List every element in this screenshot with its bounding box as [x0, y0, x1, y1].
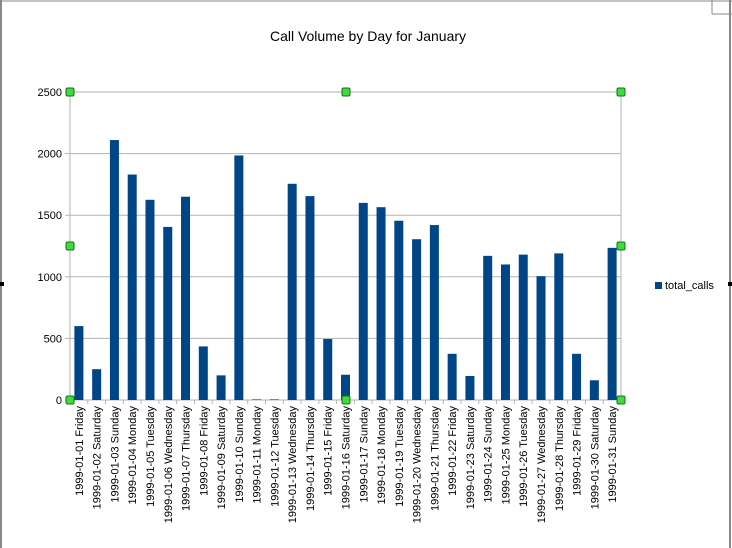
x-tick-label: 1999-01-15 Friday [323, 406, 335, 496]
x-tick-label: 1999-01-28 Thursday [554, 406, 566, 511]
legend-label: total_calls [665, 280, 714, 292]
bar[interactable] [198, 346, 208, 400]
x-tick-label: 1999-01-26 Tuesday [518, 406, 530, 507]
x-tick-label: 1999-01-09 Saturday [216, 406, 228, 510]
y-tick-label: 1500 [38, 210, 62, 222]
resize-handle[interactable] [616, 241, 626, 251]
y-tick-label: 2500 [38, 87, 62, 99]
x-axis: 1999-01-01 Friday 1999-01-02 Saturday 1999… [69, 400, 622, 524]
resize-handle[interactable] [65, 241, 75, 251]
x-tick-label: 1999-01-17 Sunday [358, 406, 370, 503]
y-tick-label: 1000 [38, 272, 62, 284]
resize-handle[interactable] [341, 395, 351, 405]
resize-handle[interactable] [616, 87, 626, 97]
x-tick-label: 1999-01-06 Wednesday [163, 406, 175, 524]
bar[interactable] [92, 369, 102, 400]
bar[interactable] [127, 174, 137, 400]
bar[interactable] [109, 140, 119, 400]
bar[interactable] [305, 196, 315, 400]
x-tick-label: 1999-01-24 Sunday [483, 406, 495, 503]
x-tick-label: 1999-01-18 Monday [376, 406, 388, 505]
bar[interactable] [74, 326, 84, 400]
bar[interactable] [607, 247, 617, 400]
resize-handle[interactable] [65, 87, 75, 97]
resize-handle[interactable] [616, 395, 626, 405]
x-tick-label: 1999-01-27 Wednesday [536, 406, 548, 524]
bar[interactable] [269, 399, 279, 400]
x-tick-label: 1999-01-31 Sunday [607, 406, 619, 503]
bar[interactable] [323, 339, 333, 400]
bar[interactable] [358, 202, 368, 400]
bar[interactable] [554, 253, 564, 400]
bar[interactable] [429, 225, 439, 400]
x-tick-label: 1999-01-25 Monday [500, 406, 512, 505]
bar[interactable] [234, 155, 244, 400]
selection-handles [65, 87, 626, 405]
y-tick-label: 0 [56, 395, 62, 407]
x-tick-label: 1999-01-01 Friday [74, 406, 86, 496]
bar[interactable] [518, 254, 528, 400]
bar[interactable] [145, 199, 155, 400]
x-tick-label: 1999-01-20 Wednesday [412, 406, 424, 524]
bar[interactable] [252, 399, 262, 400]
x-tick-label: 1999-01-12 Tuesday [269, 406, 281, 507]
bar[interactable] [394, 220, 404, 400]
resize-handle[interactable] [341, 87, 351, 97]
bar[interactable] [287, 183, 297, 400]
x-tick-label: 1999-01-22 Friday [447, 406, 459, 496]
bar[interactable] [465, 375, 475, 400]
x-tick-label: 1999-01-04 Monday [127, 406, 139, 505]
x-tick-label: 1999-01-03 Sunday [109, 406, 121, 503]
x-tick-label: 1999-01-02 Saturday [92, 406, 104, 510]
x-tick-label: 1999-01-19 Tuesday [394, 406, 406, 507]
legend-swatch [655, 282, 662, 289]
x-tick-label: 1999-01-23 Saturday [465, 406, 477, 510]
x-tick-label: 1999-01-07 Thursday [181, 406, 193, 511]
bar[interactable] [412, 239, 422, 400]
bar[interactable] [589, 380, 599, 400]
x-tick-label: 1999-01-10 Sunday [234, 406, 246, 503]
y-axis: 0 500 1000 1500 2000 2500 [38, 87, 70, 407]
y-tick-label: 500 [44, 333, 62, 345]
x-tick-label: 1999-01-16 Saturday [341, 406, 353, 510]
selection-mark [0, 282, 4, 286]
chart-title: Call Volume by Day for January [270, 28, 466, 44]
bar[interactable] [483, 255, 493, 400]
y-tick-label: 2000 [38, 149, 62, 161]
bar[interactable] [572, 353, 582, 400]
x-tick-label: 1999-01-05 Tuesday [145, 406, 157, 507]
x-tick-label: 1999-01-14 Thursday [305, 406, 317, 511]
selection-mark [728, 282, 732, 286]
bar[interactable] [163, 226, 173, 400]
x-tick-label: 1999-01-08 Friday [198, 406, 210, 496]
bar[interactable] [447, 353, 457, 400]
bar[interactable] [181, 196, 191, 400]
bar[interactable] [341, 374, 350, 400]
bar[interactable] [216, 375, 226, 400]
bar[interactable] [500, 264, 510, 400]
x-tick-label: 1999-01-21 Thursday [429, 406, 441, 511]
bar[interactable] [376, 207, 386, 400]
x-tick-label: 1999-01-29 Friday [572, 406, 584, 496]
x-tick-label: 1999-01-13 Wednesday [287, 406, 299, 524]
legend: total_calls [655, 280, 714, 292]
bars [74, 140, 617, 400]
bar[interactable] [536, 276, 546, 400]
resize-handle[interactable] [65, 395, 75, 405]
x-tick-label: 1999-01-30 Saturday [589, 406, 601, 510]
x-tick-label: 1999-01-11 Monday [252, 406, 264, 504]
